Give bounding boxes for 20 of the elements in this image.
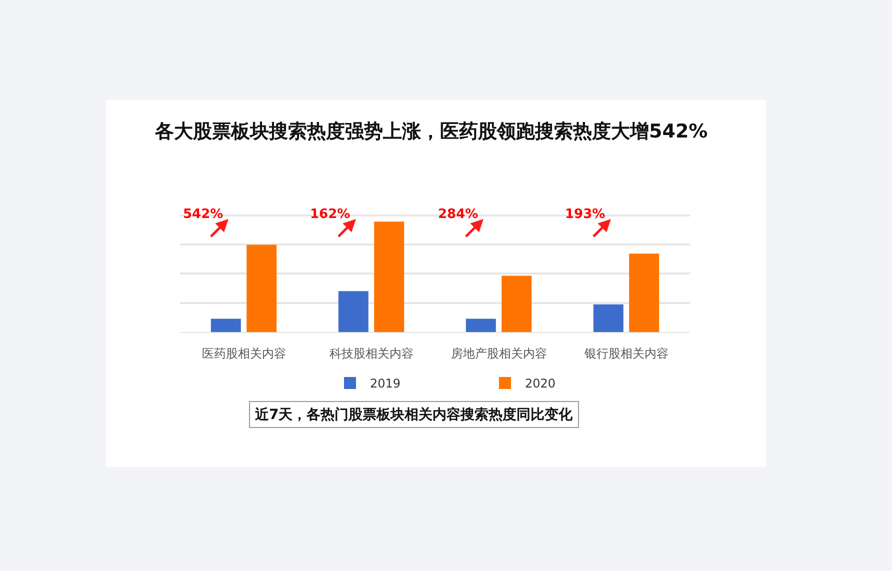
bar [210,318,241,332]
annotation: 284% [438,207,478,222]
annotation: 542% [183,207,224,222]
legend-label: 2020 [525,376,556,391]
bar [246,244,277,332]
x-tick-label: 医药股相关内容 [202,346,286,360]
bar [593,304,624,332]
legend-label: 2019 [370,376,401,391]
x-tick-label: 房地产股相关内容 [450,346,547,360]
text: 近7天，各热门股票板块相关内容搜索热度同比变化 [254,406,574,423]
annotation: 193% [565,207,606,222]
x-tick-label: 科技股相关内容 [329,346,414,360]
chart-title: 各大股票板块搜索热度强势上涨，医药股领跑搜索热度大增542% [154,120,708,143]
annotation: 162% [310,207,350,222]
bar [502,276,532,332]
bar [466,318,496,332]
x-tick-label: 银行股相关内容 [583,346,668,360]
bar [338,291,368,332]
bar [629,254,660,332]
bar [374,222,404,332]
